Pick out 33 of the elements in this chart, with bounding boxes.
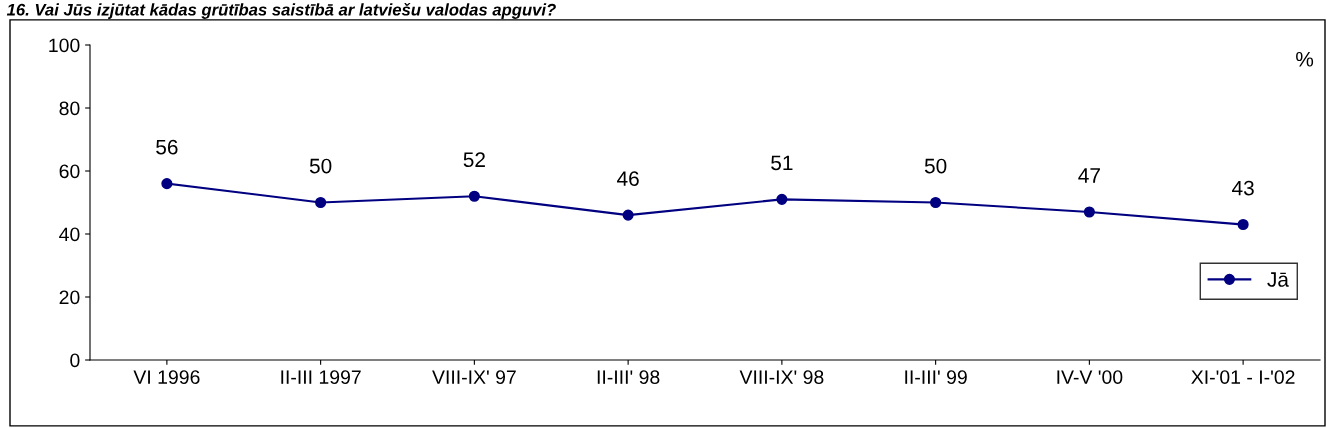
x-tick-label: VIII-IX' 97: [432, 370, 516, 384]
point: [468, 190, 480, 202]
y-tick-label: 40: [59, 227, 80, 242]
data-label: 50: [924, 158, 947, 174]
data-label: 56: [156, 139, 178, 155]
chart-title: 16. Vai Jūs izjūtat kādas grūtības saistībā ar latviešu valodas apguvi?: [6, 3, 556, 19]
y-tick-label: 100: [49, 38, 80, 53]
x-tick-label: II-III' 99: [905, 370, 967, 384]
data-label: 46: [617, 171, 639, 186]
point: [161, 178, 173, 190]
point: [776, 193, 788, 205]
x-tick-label: II-III' 98: [597, 370, 660, 384]
point: [315, 196, 327, 209]
x-tick-label: VIII-IX' 98: [739, 370, 824, 384]
annotation: %: [1296, 51, 1314, 67]
point: [622, 209, 634, 221]
data-label: 51: [771, 155, 793, 171]
data-label: 52: [463, 152, 485, 168]
data-label: 50: [309, 158, 332, 174]
legend-label: Jā: [1267, 272, 1289, 287]
data-label: 47: [1078, 168, 1100, 183]
y-tick-label: 60: [59, 164, 80, 179]
data-label: 43: [1232, 180, 1254, 196]
x-tick-label: II-III 1997: [281, 370, 361, 384]
x-tick-label: XI-'01 - I-'02: [1191, 370, 1295, 384]
y-tick-label: 20: [59, 290, 80, 305]
point: [1083, 206, 1095, 218]
x-tick-label: VI 1996: [133, 370, 200, 384]
point: [1237, 218, 1249, 231]
y-tick-label: 80: [59, 101, 80, 116]
x-tick-label: IV-V '00: [1057, 370, 1123, 384]
y-tick-label: 0: [70, 353, 80, 368]
point: [930, 196, 942, 209]
